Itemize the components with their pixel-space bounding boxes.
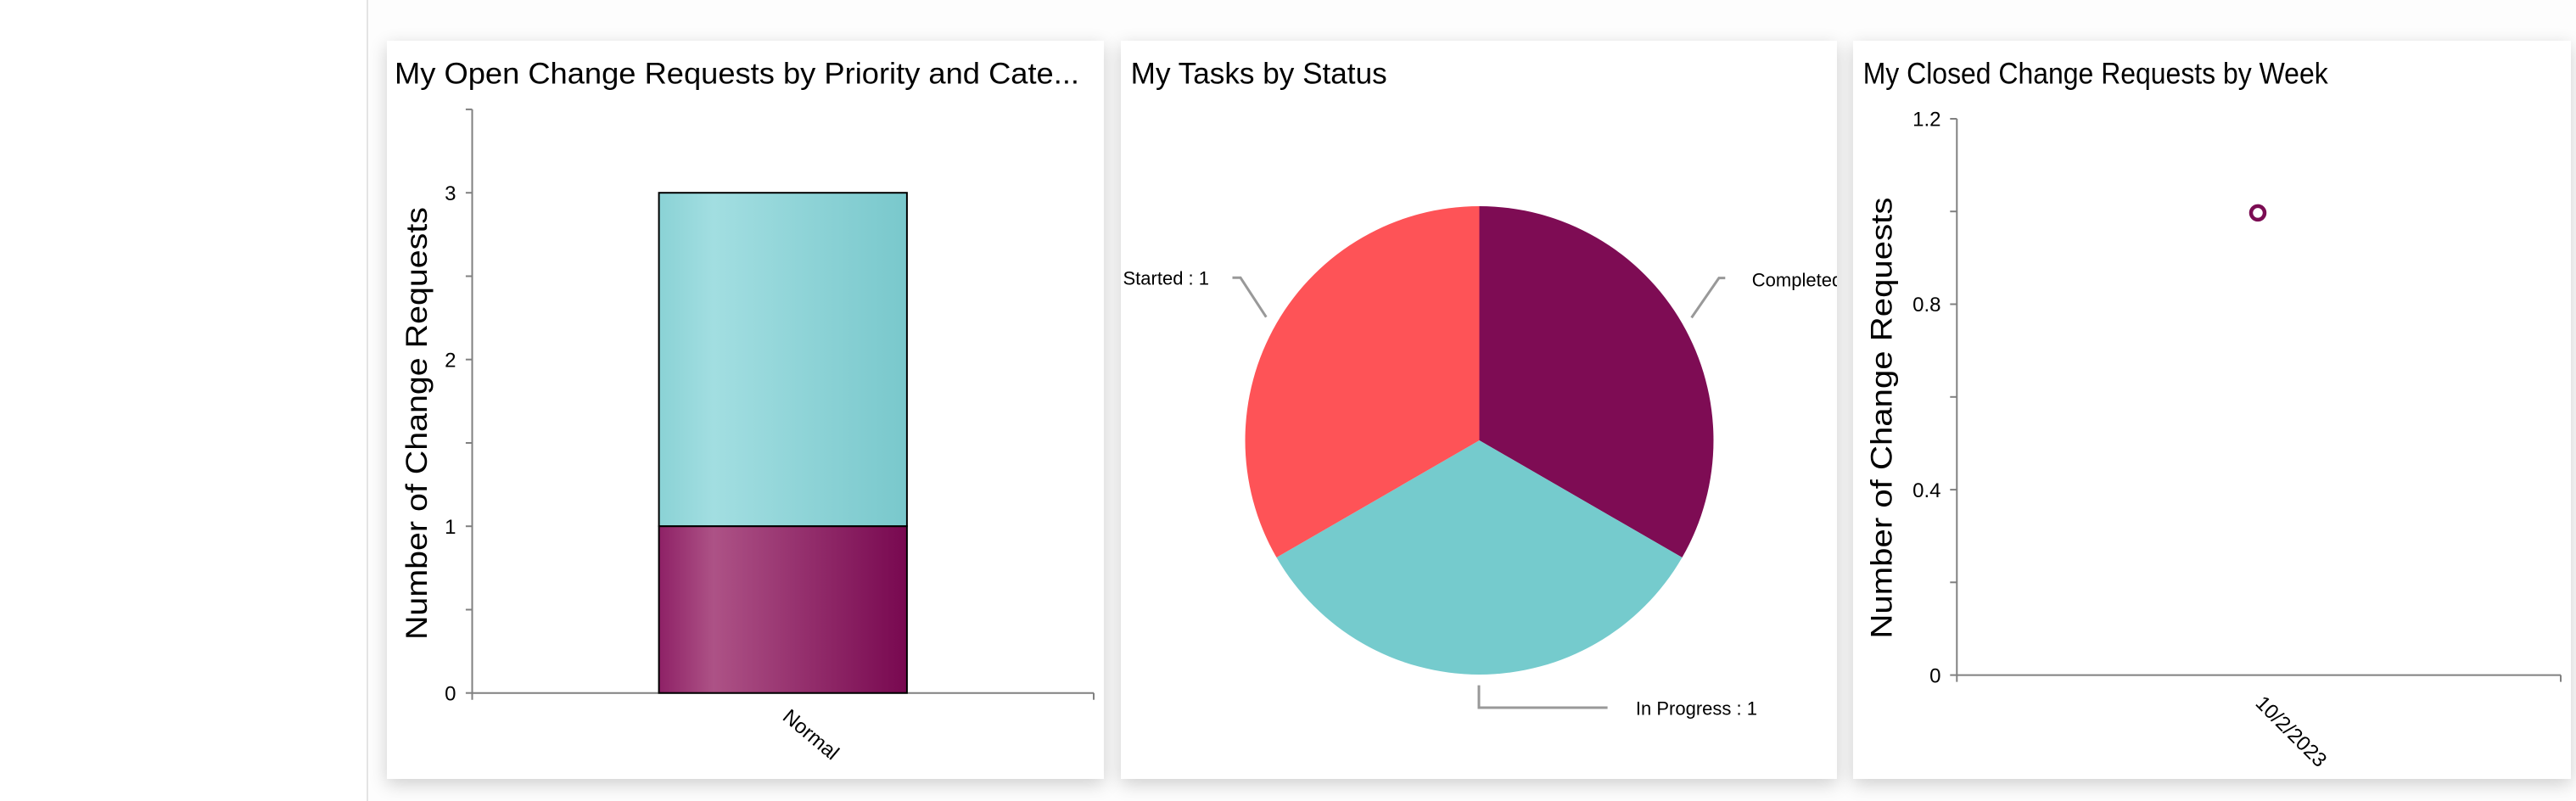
svg-text:Started : 1: Started : 1 (1123, 268, 1210, 289)
svg-text:1: 1 (445, 516, 456, 539)
svg-text:3: 3 (445, 182, 456, 205)
svg-text:10/2/2023: 10/2/2023 (2251, 692, 2332, 772)
svg-text:My Tasks by Status: My Tasks by Status (1131, 58, 1387, 91)
svg-text:In Progress : 1: In Progress : 1 (1636, 698, 1757, 720)
svg-text:1.2: 1.2 (1912, 109, 1940, 132)
svg-text:My Closed Change Requests by W: My Closed Change Requests by Week (1863, 58, 2328, 91)
svg-text:0: 0 (445, 682, 456, 705)
svg-text:0.4: 0.4 (1912, 479, 1940, 502)
svg-text:Completed : 1: Completed : 1 (1752, 270, 1837, 291)
svg-text:Number of Change Requests: Number of Change Requests (400, 207, 434, 640)
svg-text:My Open Change Requests by Pri: My Open Change Requests by Priority and … (395, 58, 1079, 91)
svg-text:0.8: 0.8 (1912, 294, 1940, 316)
svg-text:Normal: Normal (778, 705, 843, 765)
svg-text:Number of Change Requests: Number of Change Requests (1866, 198, 1899, 639)
svg-text:0: 0 (1929, 664, 1940, 687)
svg-text:2: 2 (445, 349, 456, 372)
